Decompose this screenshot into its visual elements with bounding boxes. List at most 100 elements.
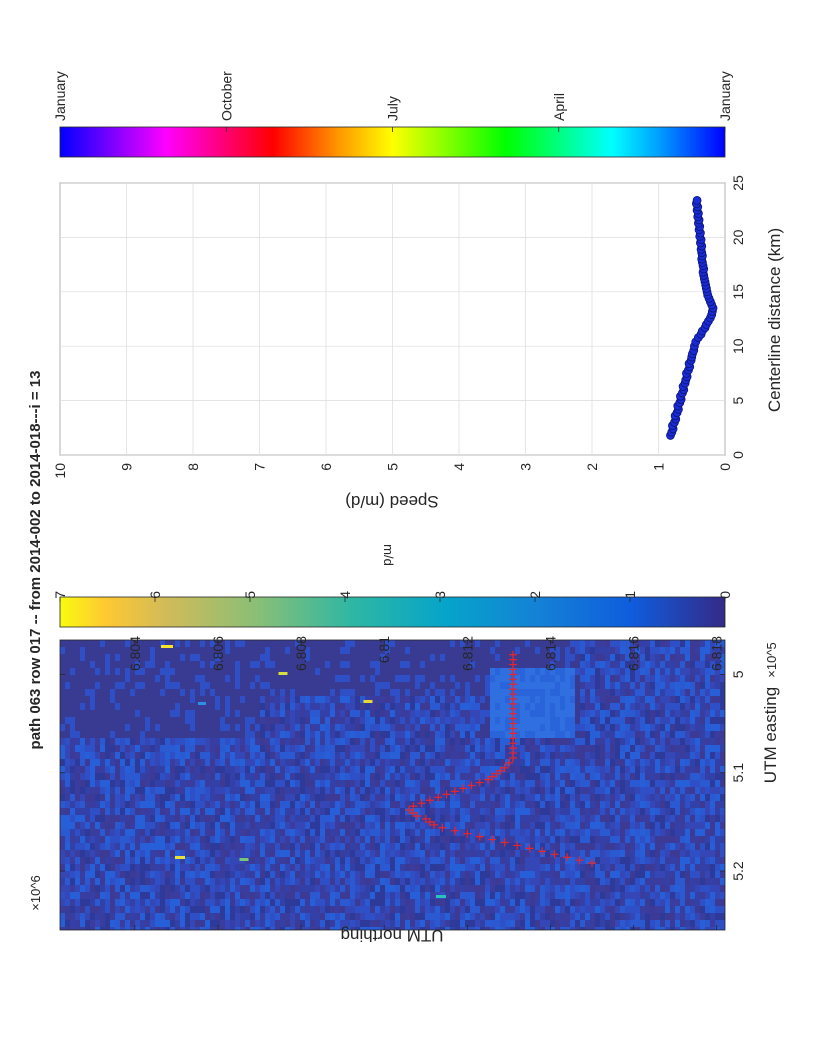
heatmap-cell	[340, 668, 345, 675]
heatmap-cell	[270, 927, 275, 930]
heatmap-cell	[415, 661, 420, 668]
heatmap-cell	[140, 717, 145, 724]
heatmap-cell	[635, 878, 640, 885]
heatmap-cell	[285, 752, 290, 759]
heatmap-cell	[415, 773, 420, 780]
heatmap-cell	[455, 661, 460, 668]
heatmap-cell	[535, 675, 540, 682]
heatmap-cell	[620, 927, 625, 930]
heatmap-cell	[175, 864, 180, 871]
heatmap-cell	[65, 689, 70, 696]
heatmap-cell	[635, 822, 640, 829]
heatmap-cell	[460, 899, 465, 906]
heatmap-cell	[650, 857, 655, 864]
heatmap-cell	[465, 843, 470, 850]
heatmap-cell	[650, 843, 655, 850]
heatmap-cell	[60, 724, 65, 731]
heatmap-cell	[130, 675, 135, 682]
heatmap-cell	[380, 899, 385, 906]
heatmap-cell	[350, 766, 355, 773]
heatmap-cell	[220, 766, 225, 773]
heatmap-cell	[140, 780, 145, 787]
heatmap-cell	[125, 731, 130, 738]
heatmap-cell	[440, 899, 445, 906]
heatmap-cell	[310, 682, 315, 689]
heatmap-cell	[365, 682, 370, 689]
heatmap-cell	[580, 899, 585, 906]
heatmap-cell	[515, 801, 520, 808]
heatmap-cell	[345, 689, 350, 696]
heatmap-cell	[640, 801, 645, 808]
heatmap-cell	[245, 759, 250, 766]
heatmap-cell	[250, 724, 255, 731]
heatmap-cell	[250, 927, 255, 930]
heatmap-cell	[485, 668, 490, 675]
heatmap-cell	[125, 703, 130, 710]
heatmap-cell	[645, 913, 650, 920]
heatmap-cell	[625, 899, 630, 906]
heatmap-cell	[220, 752, 225, 759]
heatmap-cell	[270, 864, 275, 871]
heatmap-cell	[405, 822, 410, 829]
heatmap-cell	[350, 661, 355, 668]
heatmap-cell	[565, 724, 570, 731]
heatmap-cell	[175, 654, 180, 661]
heatmap-cell	[430, 654, 435, 661]
heatmap-cell	[265, 801, 270, 808]
heatmap-cell	[640, 864, 645, 871]
heatmap-cell	[115, 913, 120, 920]
heatmap-cell	[595, 675, 600, 682]
heatmap-cell	[245, 780, 250, 787]
heatmap-cell	[500, 647, 505, 654]
heatmap-cell	[255, 710, 260, 717]
heatmap-cell	[425, 766, 430, 773]
heatmap-cell	[65, 710, 70, 717]
heatmap-cell	[630, 759, 635, 766]
heatmap-cell	[95, 668, 100, 675]
heatmap-cell	[205, 808, 210, 815]
heatmap-cell	[75, 668, 80, 675]
heatmap-cell	[120, 871, 125, 878]
heatmap-cell	[200, 675, 205, 682]
heatmap-cell	[620, 654, 625, 661]
heatmap-cell	[260, 829, 265, 836]
heatmap-cell	[485, 829, 490, 836]
heatmap-cell	[220, 717, 225, 724]
heatmap-cell	[235, 885, 240, 892]
heatmap-cell	[525, 717, 530, 724]
heatmap-cell	[125, 647, 130, 654]
heatmap-cell	[255, 766, 260, 773]
heatmap-cell	[120, 703, 125, 710]
heatmap-cell	[395, 689, 400, 696]
heatmap-cell	[455, 710, 460, 717]
heatmap-cell	[385, 787, 390, 794]
heatmap-cell	[195, 920, 200, 927]
heatmap-cell	[230, 696, 235, 703]
heatmap-cell	[350, 920, 355, 927]
heatmap-cell	[165, 654, 170, 661]
heatmap-cell	[440, 647, 445, 654]
heatmap-cell	[350, 689, 355, 696]
heatmap-cell	[385, 689, 390, 696]
heatmap-cell	[515, 815, 520, 822]
heatmap-cell	[525, 696, 530, 703]
heatmap-cell	[165, 724, 170, 731]
heatmap-cell	[470, 675, 475, 682]
heatmap-cell	[455, 864, 460, 871]
heatmap-cell	[300, 766, 305, 773]
heatmap-cell	[130, 731, 135, 738]
heatmap-cell	[470, 815, 475, 822]
heatmap-cell	[630, 738, 635, 745]
heatmap-cell	[560, 766, 565, 773]
heatmap-cell	[490, 766, 495, 773]
heatmap-cell	[65, 724, 70, 731]
heatmap-cell	[410, 738, 415, 745]
heatmap-cell	[345, 920, 350, 927]
heatmap-cell	[500, 654, 505, 661]
heatmap-cell	[360, 836, 365, 843]
heatmap-cell	[300, 822, 305, 829]
heatmap-cell	[110, 836, 115, 843]
heatmap-cell	[590, 885, 595, 892]
heatmap-cell	[80, 878, 85, 885]
heatmap-cell	[85, 801, 90, 808]
